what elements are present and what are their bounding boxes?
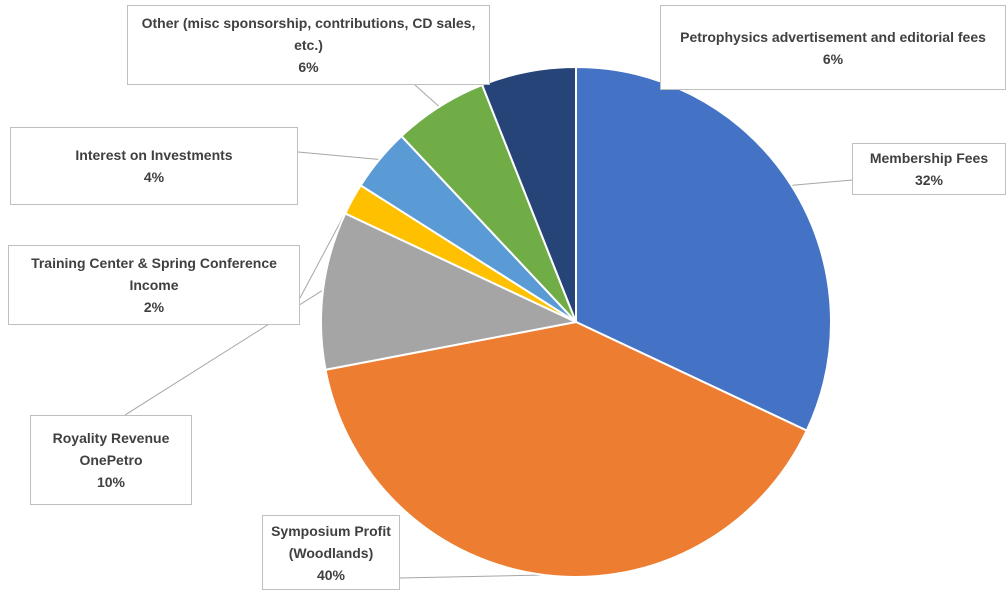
label-value: 6% xyxy=(298,59,319,75)
label-name: Training Center & Spring Conference Inco… xyxy=(31,255,277,293)
leader-line xyxy=(399,574,545,579)
label-value: 6% xyxy=(822,50,844,67)
label-value: 32% xyxy=(914,172,944,188)
pie-slice xyxy=(324,320,809,578)
label-value: 2% xyxy=(143,299,165,315)
label-name: Royality Revenue OnePetro xyxy=(52,430,170,468)
label-name: Symposium Profit (Woodlands) xyxy=(271,522,391,561)
label-value: 10% xyxy=(96,474,126,490)
pie-slice xyxy=(575,65,832,432)
leader-line xyxy=(297,151,380,160)
data-label: Symposium Profit (Woodlands) 40% xyxy=(262,515,400,590)
pie-slice xyxy=(320,212,580,371)
data-label: Royality Revenue OnePetro 10% xyxy=(30,415,192,505)
label-name: Petrophysics advertisement and editorial… xyxy=(680,28,986,45)
label-value: 4% xyxy=(143,169,165,185)
data-label: Interest on Investments 4% xyxy=(10,127,298,205)
data-label: Membership Fees 32% xyxy=(852,143,1006,195)
data-label: Petrophysics advertisement and editorial… xyxy=(660,5,1006,90)
label-name: Other (misc sponsorship, contributions, … xyxy=(141,15,476,53)
leader-line xyxy=(791,179,853,186)
data-label: Training Center & Spring Conference Inco… xyxy=(8,245,300,325)
label-name: Membership Fees xyxy=(869,150,989,166)
leader-line xyxy=(414,84,440,108)
label-value: 40% xyxy=(316,566,346,583)
data-label: Other (misc sponsorship, contributions, … xyxy=(127,5,490,85)
label-name: Interest on Investments xyxy=(75,147,233,163)
